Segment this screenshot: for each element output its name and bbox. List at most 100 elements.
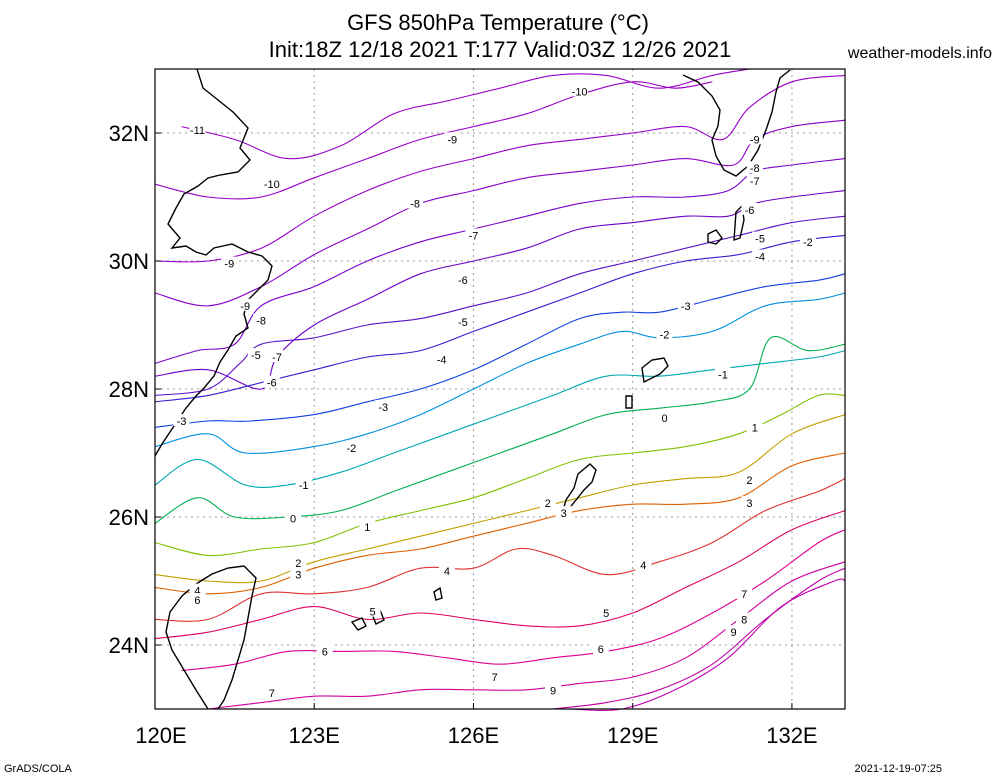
- contour-label-20: -4: [755, 252, 765, 264]
- contour-label-bg-26: [799, 234, 816, 247]
- contour-label-50: 8: [741, 614, 747, 626]
- contour-label-33: 2: [295, 558, 301, 570]
- contour-label-36: 3: [295, 570, 301, 582]
- footer-left-text: GrADS/COLA: [4, 763, 72, 775]
- contour-line--2: [154, 292, 846, 454]
- contour-label-bg-48: [486, 670, 503, 682]
- contour-label-47: 7: [269, 688, 275, 700]
- coastline-yakushima: [707, 229, 723, 245]
- contour-label-bg-51: [545, 683, 562, 696]
- contour-label-1: -10: [264, 179, 280, 191]
- contour-line--1: [154, 350, 846, 488]
- contour-label-bg-27: [295, 478, 312, 490]
- contour-line-8: [553, 567, 846, 710]
- x-tick-label-0: 120E: [135, 723, 186, 748]
- contour-label-44: 6: [194, 595, 200, 607]
- contour-label-26: -2: [803, 237, 813, 249]
- contour-label-bg-15: [263, 375, 280, 388]
- contour-label-bg-30: [656, 410, 673, 423]
- x-axis: 120E 123E 126E 129E 132E: [135, 703, 818, 748]
- contour-line--9: [154, 74, 846, 263]
- coastline-daito: [433, 586, 443, 601]
- contour-label-10: -7: [469, 230, 479, 242]
- contour-label-bg-41: [635, 558, 652, 570]
- contour-label-bg-16: [454, 314, 471, 327]
- contour-label-28: -1: [718, 369, 728, 381]
- y-tick-label-2: 28N: [109, 377, 149, 402]
- contour-label-bg-24: [343, 440, 360, 453]
- contour-label-bg-1: [263, 177, 280, 190]
- contour-label-51: 9: [550, 685, 556, 697]
- contour-label-13: -6: [458, 275, 468, 287]
- contour-label-0: -11: [190, 125, 205, 137]
- coastline-china: [154, 68, 273, 457]
- contour-label-bg-40: [438, 563, 455, 576]
- y-tick-label-3: 30N: [109, 249, 149, 274]
- contour-label-23: -3: [177, 416, 187, 428]
- contour-label-bg-33: [290, 556, 307, 569]
- x-tick-label-1: 123E: [289, 723, 340, 748]
- contour-label-12: -7: [272, 352, 282, 364]
- contour-label-19: -4: [437, 355, 447, 367]
- contour-label-6: -9: [240, 301, 250, 313]
- contour-line-4: [154, 478, 846, 622]
- contour-line-3: [154, 452, 846, 595]
- contour-label-bg-28: [714, 367, 731, 380]
- contour-label-9: -8: [256, 316, 266, 328]
- contour-label-38: 3: [746, 498, 752, 510]
- coastline-okinawa: [560, 463, 597, 516]
- contour-label-42: 5: [370, 607, 376, 619]
- contour-label-bg-44: [189, 593, 206, 606]
- contour-label-40: 4: [444, 566, 450, 578]
- coastline-amami: [641, 357, 669, 384]
- contour-label-48: 7: [492, 672, 498, 684]
- contour-label-bg-6: [237, 298, 254, 311]
- contour-label-bg-19: [433, 352, 450, 365]
- contour-label-bg-38: [741, 495, 758, 508]
- contour-label-bg-45: [316, 644, 333, 657]
- coastline-taiwan: [165, 565, 257, 710]
- contour-label-3: -9: [447, 134, 457, 146]
- contour-label-37: 3: [561, 508, 567, 520]
- contour-label-bg-4: [221, 256, 238, 269]
- contour-label-bg-12: [269, 350, 286, 362]
- coastline-layer: [154, 68, 791, 710]
- contour-label-bg-29: [285, 511, 301, 524]
- contour-label-52: 9: [730, 627, 736, 639]
- contour-label-layer: -11-10-10-9-9-9-9-8-8-8-7-7-7-6-6-6-5-5-…: [173, 84, 816, 700]
- contour-label-bg-10: [465, 228, 482, 241]
- contour-label-bg-3: [444, 132, 461, 145]
- credit-text: weather-models.info: [847, 45, 992, 62]
- contour-label-bg-31: [359, 520, 376, 533]
- contour-label-bg-46: [592, 641, 609, 654]
- coastline-island-28n: [625, 395, 633, 409]
- contour-label-bg-14: [741, 202, 758, 215]
- contour-line-5: [154, 510, 846, 640]
- contour-label-8: -8: [750, 163, 760, 175]
- y-axis: 24N 26N 28N 30N 32N: [109, 121, 161, 658]
- contour-layer: [154, 68, 846, 711]
- contour-label-bg-36: [290, 567, 307, 580]
- contour-label-29: 0: [290, 513, 296, 525]
- contour-label-25: -2: [660, 330, 670, 342]
- contour-label-bg-49: [736, 586, 753, 599]
- contour-label-11: -7: [750, 176, 760, 188]
- contour-label-bg-20: [752, 249, 769, 262]
- contour-label-14: -6: [745, 205, 755, 217]
- contour-line--3: [154, 273, 846, 428]
- contour-label-46: 6: [598, 644, 604, 656]
- contour-line--11: [181, 68, 750, 160]
- contour-label-bg-42: [364, 604, 381, 617]
- coastline-kyushu: [682, 69, 791, 177]
- contour-label-bg-0: [189, 122, 206, 135]
- contour-label-41: 4: [640, 560, 646, 572]
- contour-label-bg-35: [741, 472, 758, 485]
- y-tick-label-0: 24N: [109, 633, 149, 658]
- contour-label-34: 2: [545, 498, 551, 510]
- contour-label-bg-18: [247, 348, 264, 361]
- contour-label-bg-37: [555, 506, 572, 519]
- contour-label-35: 2: [746, 475, 752, 487]
- x-tick-label-2: 126E: [448, 723, 499, 748]
- coastline-tanegashima: [733, 204, 745, 241]
